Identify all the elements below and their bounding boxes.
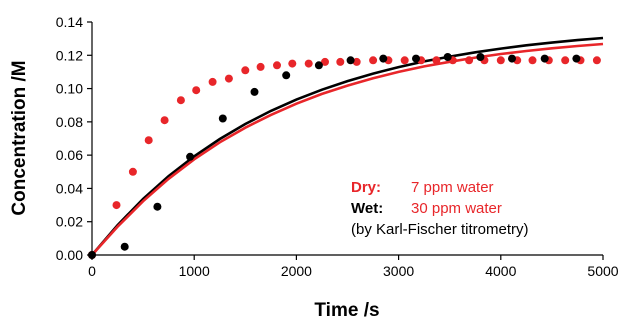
data-point-dry [304, 59, 313, 68]
x-tick-label: 5000 [587, 263, 618, 279]
data-point-wet [476, 53, 485, 61]
data-point-wet [443, 53, 452, 61]
data-point-wet [250, 87, 259, 96]
dry-value: 7 ppm water [411, 179, 494, 196]
data-point-dry [241, 66, 250, 75]
data-point-wet [572, 54, 581, 63]
data-point-dry [192, 86, 201, 95]
data-point-dry [369, 56, 378, 65]
x-tick-label: 2000 [281, 263, 312, 279]
data-point-dry [273, 61, 281, 70]
data-point-wet [412, 54, 420, 63]
titration-note: (by Karl-Fischer titrometry) [351, 221, 529, 238]
y-axis-title: Concentration /M [9, 60, 30, 215]
data-point-dry [144, 136, 153, 145]
data-point-wet [120, 242, 129, 251]
data-point-dry [224, 74, 233, 83]
dry-label: Dry: [351, 179, 381, 196]
data-point-dry [592, 56, 601, 65]
x-tick-label: 0 [88, 263, 96, 279]
wet-label: Wet: [351, 200, 383, 217]
annotation-block: Dry: 7 ppm water Wet: 30 ppm water (by K… [351, 179, 529, 238]
data-point-dry [208, 77, 217, 86]
x-tick-label: 3000 [383, 263, 414, 279]
y-tick-label: 0.00 [56, 247, 83, 263]
y-tick-label: 0.08 [56, 114, 83, 130]
y-tick-label: 0.10 [56, 81, 83, 97]
data-point-dry [176, 96, 185, 105]
y-tick-label: 0.04 [56, 180, 83, 196]
data-point-dry [128, 167, 137, 176]
data-point-wet [282, 71, 291, 80]
data-point-dry [400, 56, 409, 65]
data-point-dry [528, 56, 537, 65]
data-point-wet [186, 152, 195, 161]
data-point-dry [321, 57, 329, 66]
data-point-dry [352, 57, 361, 66]
data-point-wet [153, 202, 162, 211]
data-point-dry [496, 56, 505, 65]
x-tick-label: 4000 [485, 263, 516, 279]
y-tick-label: 0.14 [56, 14, 83, 30]
data-point-wet [314, 61, 323, 70]
fit-curve-dry [91, 42, 604, 256]
fit-curve-wet [91, 36, 604, 256]
data-point-dry [561, 56, 570, 65]
data-point-dry [256, 62, 265, 71]
x-axis-title: Time /s [314, 300, 379, 321]
y-tick-label: 0.02 [56, 214, 83, 230]
y-tick-label: 0.06 [56, 147, 83, 163]
data-point-wet [508, 54, 516, 63]
data-point-wet [540, 54, 549, 63]
data-point-wet [379, 54, 388, 63]
data-point-dry [336, 57, 345, 66]
data-point-dry [160, 116, 169, 125]
x-tick-label: 1000 [179, 263, 210, 279]
data-point-dry [112, 201, 121, 210]
wet-value: 30 ppm water [411, 200, 502, 217]
data-point-dry [288, 59, 297, 68]
y-tick-label: 0.12 [56, 47, 83, 63]
data-point-dry [432, 56, 441, 65]
data-point-wet [218, 114, 227, 123]
data-point-wet [346, 56, 355, 65]
data-point-dry [465, 56, 474, 65]
